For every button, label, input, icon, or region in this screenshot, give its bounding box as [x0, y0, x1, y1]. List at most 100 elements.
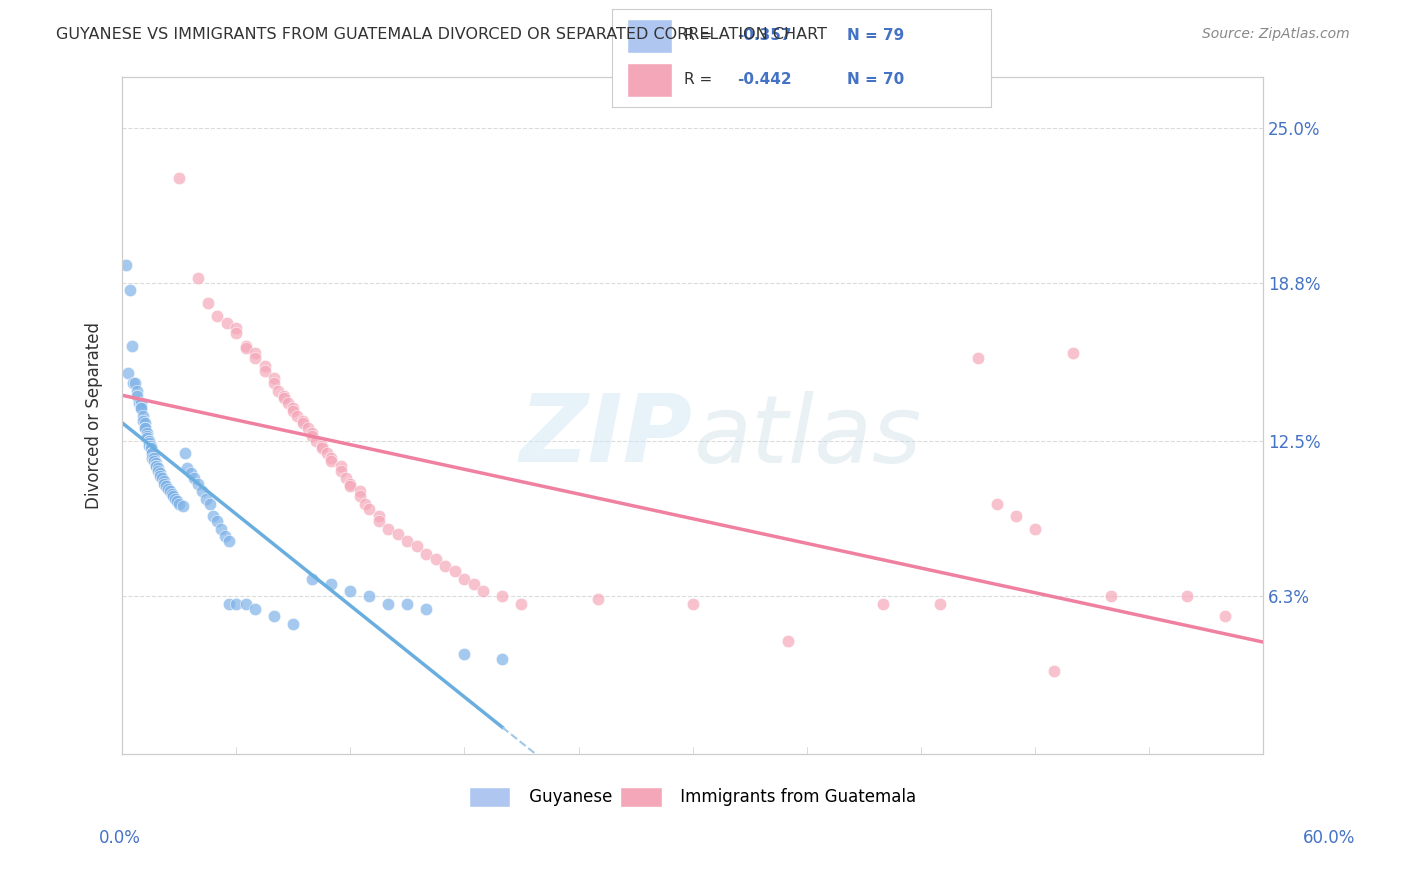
- Point: [153, 474, 176, 488]
- Point: [145, 458, 167, 473]
- Point: [235, 338, 257, 352]
- Point: [149, 467, 172, 481]
- Text: 60.0%: 60.0%: [1302, 829, 1355, 847]
- Point: [329, 464, 352, 478]
- Point: [160, 486, 183, 500]
- Point: [1043, 665, 1066, 679]
- Point: [117, 366, 139, 380]
- Point: [134, 417, 156, 431]
- Point: [187, 476, 209, 491]
- Point: [180, 467, 202, 481]
- Point: [339, 479, 361, 493]
- Point: [225, 326, 247, 340]
- Point: [138, 436, 160, 450]
- Bar: [627, 62, 672, 97]
- Y-axis label: Divorced or Separated: Divorced or Separated: [86, 322, 103, 509]
- Point: [243, 346, 266, 360]
- Point: [143, 451, 166, 466]
- Point: [321, 576, 343, 591]
- Point: [129, 401, 152, 416]
- Point: [283, 616, 305, 631]
- Point: [173, 446, 195, 460]
- Point: [118, 284, 141, 298]
- Point: [359, 501, 381, 516]
- Point: [162, 489, 184, 503]
- Point: [339, 476, 361, 491]
- Point: [472, 584, 495, 599]
- Point: [129, 396, 152, 410]
- Point: [243, 351, 266, 366]
- Point: [194, 491, 217, 506]
- Point: [263, 609, 285, 624]
- Point: [139, 442, 162, 456]
- Point: [1005, 509, 1028, 524]
- Point: [339, 584, 361, 599]
- Point: [253, 364, 276, 378]
- Point: [172, 499, 194, 513]
- Point: [166, 494, 188, 508]
- Point: [872, 597, 894, 611]
- Point: [311, 442, 333, 456]
- Point: [132, 409, 155, 423]
- Text: 0.0%: 0.0%: [98, 829, 141, 847]
- Point: [415, 547, 437, 561]
- Point: [115, 259, 138, 273]
- Point: [165, 491, 187, 506]
- Point: [141, 451, 163, 466]
- Point: [1213, 609, 1236, 624]
- Point: [167, 170, 190, 185]
- Point: [183, 471, 205, 485]
- Point: [141, 446, 163, 460]
- Point: [291, 414, 314, 428]
- Point: [235, 597, 257, 611]
- Point: [167, 497, 190, 511]
- Point: [273, 392, 295, 406]
- Point: [127, 389, 149, 403]
- Point: [305, 434, 328, 448]
- Point: [321, 451, 343, 466]
- Point: [205, 514, 228, 528]
- Point: [205, 309, 228, 323]
- Point: [316, 446, 339, 460]
- Point: [377, 522, 399, 536]
- Point: [1024, 522, 1046, 536]
- Point: [301, 429, 323, 443]
- Point: [121, 338, 143, 352]
- Legend:  Guyanese,  Immigrants from Guatemala: Guyanese, Immigrants from Guatemala: [463, 780, 924, 814]
- Point: [928, 597, 950, 611]
- Point: [197, 296, 219, 310]
- Point: [198, 497, 221, 511]
- Point: [214, 529, 236, 543]
- Point: [586, 591, 609, 606]
- Point: [367, 509, 389, 524]
- Point: [453, 647, 475, 661]
- Point: [128, 396, 150, 410]
- Point: [134, 421, 156, 435]
- Point: [127, 384, 149, 398]
- Point: [267, 384, 290, 398]
- Point: [187, 271, 209, 285]
- Point: [139, 442, 162, 456]
- Point: [301, 572, 323, 586]
- Text: Source: ZipAtlas.com: Source: ZipAtlas.com: [1202, 27, 1350, 41]
- Bar: [627, 19, 672, 54]
- Point: [132, 414, 155, 428]
- Point: [135, 429, 157, 443]
- Point: [202, 509, 225, 524]
- Point: [145, 457, 167, 471]
- Point: [285, 409, 308, 423]
- Point: [145, 458, 167, 473]
- Text: atlas: atlas: [693, 391, 921, 482]
- Point: [359, 589, 381, 603]
- Text: ZIP: ZIP: [520, 390, 693, 483]
- Point: [354, 497, 377, 511]
- Point: [143, 454, 166, 468]
- Point: [491, 652, 513, 666]
- Point: [967, 351, 990, 366]
- Point: [311, 439, 333, 453]
- Point: [138, 434, 160, 448]
- Point: [155, 479, 177, 493]
- Point: [191, 483, 214, 498]
- Point: [218, 597, 240, 611]
- Point: [349, 483, 371, 498]
